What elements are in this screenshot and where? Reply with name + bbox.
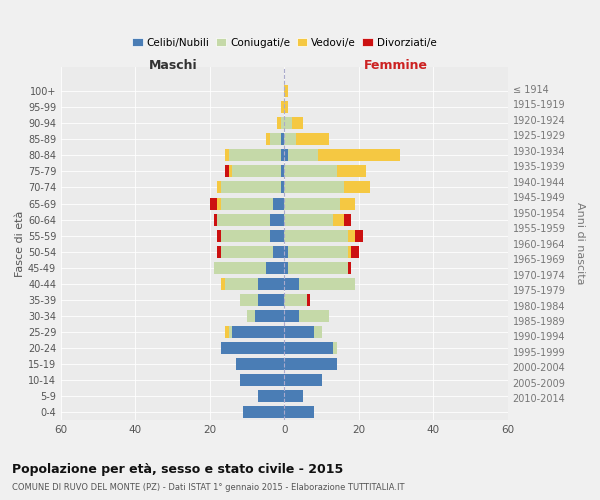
Bar xyxy=(284,294,307,306)
Bar xyxy=(299,278,355,290)
Bar xyxy=(284,246,288,258)
Bar xyxy=(259,294,284,306)
Bar xyxy=(269,214,284,226)
Bar xyxy=(273,198,284,209)
Bar xyxy=(284,262,288,274)
Bar xyxy=(266,262,284,274)
Bar xyxy=(284,214,333,226)
Bar xyxy=(352,246,359,258)
Bar xyxy=(340,198,355,209)
Bar xyxy=(284,101,288,114)
Bar xyxy=(221,198,273,209)
Bar xyxy=(217,230,221,241)
Bar xyxy=(217,214,269,226)
Bar xyxy=(284,342,333,354)
Bar xyxy=(232,166,281,177)
Bar xyxy=(284,230,348,241)
Y-axis label: Fasce di età: Fasce di età xyxy=(15,210,25,277)
Bar xyxy=(284,406,314,418)
Bar xyxy=(266,134,269,145)
Bar xyxy=(299,310,329,322)
Bar xyxy=(225,166,229,177)
Bar xyxy=(221,230,269,241)
Bar xyxy=(284,166,337,177)
Bar xyxy=(210,198,217,209)
Y-axis label: Anni di nascita: Anni di nascita xyxy=(575,202,585,285)
Bar xyxy=(281,101,284,114)
Bar xyxy=(259,278,284,290)
Bar xyxy=(284,198,340,209)
Bar xyxy=(348,246,352,258)
Bar xyxy=(284,278,299,290)
Bar xyxy=(296,134,329,145)
Bar xyxy=(269,230,284,241)
Bar xyxy=(221,342,284,354)
Bar xyxy=(333,214,344,226)
Bar xyxy=(221,246,273,258)
Bar xyxy=(214,214,217,226)
Bar xyxy=(288,246,348,258)
Bar xyxy=(307,294,310,306)
Bar xyxy=(337,166,367,177)
Bar xyxy=(344,214,352,226)
Bar xyxy=(292,118,303,130)
Bar xyxy=(288,150,318,162)
Bar xyxy=(277,118,281,130)
Bar xyxy=(232,326,284,338)
Bar xyxy=(348,262,352,274)
Text: Femmine: Femmine xyxy=(364,59,428,72)
Bar xyxy=(229,326,232,338)
Bar xyxy=(281,150,284,162)
Bar xyxy=(273,246,284,258)
Bar xyxy=(229,150,281,162)
Text: Maschi: Maschi xyxy=(148,59,197,72)
Bar xyxy=(284,134,296,145)
Bar xyxy=(225,150,229,162)
Bar xyxy=(236,358,284,370)
Bar xyxy=(284,150,288,162)
Bar xyxy=(284,326,314,338)
Bar xyxy=(355,230,362,241)
Text: Popolazione per età, sesso e stato civile - 2015: Popolazione per età, sesso e stato civil… xyxy=(12,462,343,475)
Bar xyxy=(240,294,259,306)
Bar xyxy=(281,182,284,194)
Bar xyxy=(240,374,284,386)
Bar xyxy=(288,262,348,274)
Bar xyxy=(344,182,370,194)
Text: COMUNE DI RUVO DEL MONTE (PZ) - Dati ISTAT 1° gennaio 2015 - Elaborazione TUTTIT: COMUNE DI RUVO DEL MONTE (PZ) - Dati IST… xyxy=(12,482,404,492)
Bar xyxy=(284,310,299,322)
Bar xyxy=(221,278,225,290)
Bar xyxy=(281,118,284,130)
Bar xyxy=(229,166,232,177)
Bar xyxy=(225,278,259,290)
Bar xyxy=(217,198,221,209)
Bar xyxy=(314,326,322,338)
Bar xyxy=(254,310,284,322)
Bar xyxy=(318,150,400,162)
Bar xyxy=(217,182,221,194)
Bar xyxy=(247,310,254,322)
Bar xyxy=(333,342,337,354)
Bar xyxy=(284,118,292,130)
Bar xyxy=(214,262,266,274)
Bar xyxy=(284,374,322,386)
Bar xyxy=(225,326,229,338)
Bar xyxy=(269,134,281,145)
Bar xyxy=(284,358,337,370)
Bar xyxy=(244,406,284,418)
Bar xyxy=(348,230,355,241)
Bar xyxy=(281,166,284,177)
Bar xyxy=(217,246,221,258)
Bar xyxy=(284,85,288,97)
Bar xyxy=(259,390,284,402)
Bar xyxy=(284,390,303,402)
Bar xyxy=(281,134,284,145)
Legend: Celibi/Nubili, Coniugati/e, Vedovi/e, Divorziati/e: Celibi/Nubili, Coniugati/e, Vedovi/e, Di… xyxy=(128,34,441,52)
Bar xyxy=(284,182,344,194)
Bar xyxy=(221,182,281,194)
